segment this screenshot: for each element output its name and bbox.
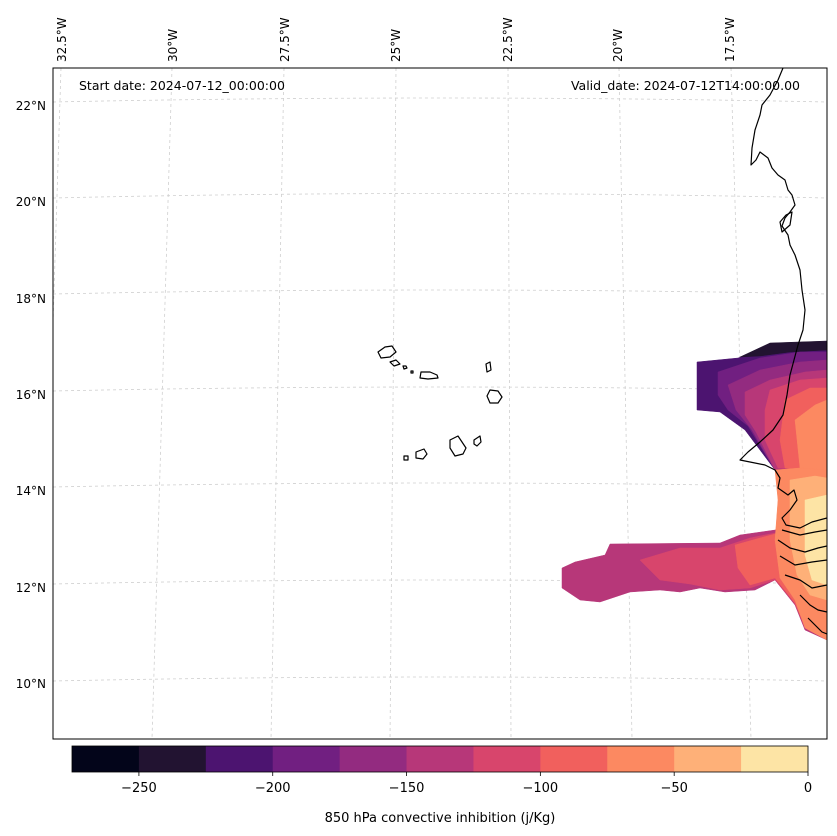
colorbar: −250 −200 −150 −100 −50 0 850 hPa convective … bbox=[71, 745, 812, 826]
cape-verde-islands bbox=[377, 345, 503, 461]
lat-label: 18°N bbox=[16, 292, 46, 306]
lon-label: 27.5°W bbox=[278, 17, 292, 62]
lon-label: 17.5°W bbox=[723, 17, 737, 62]
colorbar-title: 850 hPa convective inhibition (j/Kg) bbox=[325, 811, 556, 826]
colorbar-tick-label: −250 bbox=[121, 781, 157, 796]
colorbar-tick-label: −50 bbox=[660, 781, 687, 796]
colorbar-swatch bbox=[741, 746, 809, 772]
cin-field-north bbox=[696, 340, 827, 473]
lon-label: 20°W bbox=[611, 29, 625, 62]
lon-label: 32.5°W bbox=[55, 17, 69, 62]
colorbar-tick-label: −100 bbox=[523, 781, 559, 796]
lat-label: 16°N bbox=[16, 388, 46, 402]
lat-label: 22°N bbox=[16, 99, 46, 113]
lon-label: 30°W bbox=[166, 29, 180, 62]
map-plot-area bbox=[53, 68, 827, 739]
colorbar-swatch bbox=[205, 746, 274, 772]
colorbar-tick-label: 0 bbox=[804, 781, 812, 796]
colorbar-swatch bbox=[540, 746, 608, 772]
colorbar-swatch bbox=[72, 746, 140, 772]
colorbar-ticks: −250 −200 −150 −100 −50 0 bbox=[121, 772, 812, 796]
coastline-africa bbox=[739, 68, 827, 635]
longitude-labels: 32.5°W 30°W 27.5°W 25°W 22.5°W 20°W 17.5… bbox=[55, 17, 737, 62]
lon-label: 22.5°W bbox=[501, 17, 515, 62]
colorbar-swatch bbox=[473, 746, 541, 772]
cin-field-south bbox=[561, 467, 827, 641]
colorbar-frame bbox=[71, 745, 809, 773]
valid-date-label: Valid_date: 2024-07-12T14:00:00.00 bbox=[571, 78, 800, 93]
colorbar-tick-label: −150 bbox=[389, 781, 425, 796]
latitude-labels: 22°N 20°N 18°N 16°N 14°N 12°N 10°N bbox=[16, 99, 46, 691]
lat-label: 14°N bbox=[16, 484, 46, 498]
meridian-gridlines bbox=[53, 68, 752, 739]
colorbar-swatch bbox=[607, 746, 675, 772]
colorbar-swatch bbox=[406, 746, 474, 772]
colorbar-swatch bbox=[138, 746, 207, 772]
map-frame bbox=[52, 67, 828, 740]
colorbar-swatch bbox=[339, 746, 408, 772]
start-date-label: Start date: 2024-07-12_00:00:00 bbox=[79, 78, 285, 93]
lat-label: 20°N bbox=[16, 195, 46, 209]
colorbar-swatch bbox=[674, 746, 742, 772]
lat-label: 10°N bbox=[16, 677, 46, 691]
colorbar-swatches bbox=[72, 746, 809, 772]
colorbar-swatch bbox=[272, 746, 341, 772]
colorbar-tick-label: −200 bbox=[255, 781, 291, 796]
lat-label: 12°N bbox=[16, 581, 46, 595]
lon-label: 25°W bbox=[389, 29, 403, 62]
parallel-gridlines bbox=[53, 97, 827, 682]
